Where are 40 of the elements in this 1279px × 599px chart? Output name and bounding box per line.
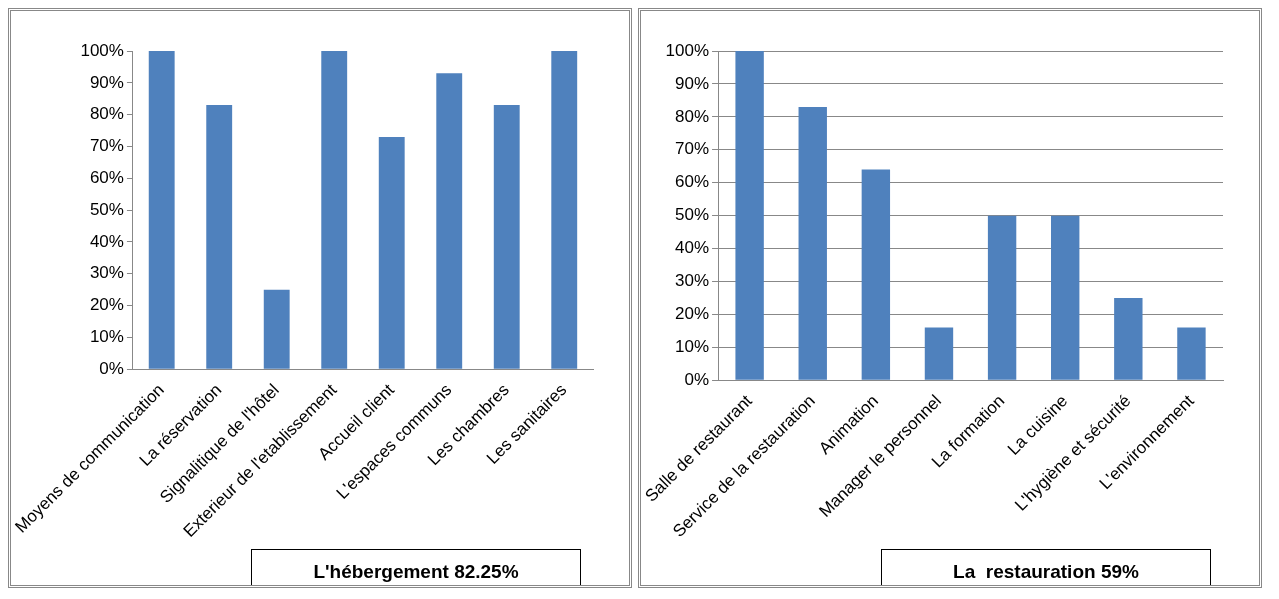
y-tick-label: 80% xyxy=(675,106,710,126)
bar xyxy=(551,51,578,369)
y-tick-label: 70% xyxy=(675,139,710,159)
y-tick-label: 30% xyxy=(675,271,710,291)
bar xyxy=(263,289,290,369)
bar xyxy=(378,136,405,369)
bar xyxy=(798,106,827,380)
y-tick-label: 100% xyxy=(80,40,124,60)
y-tick-label: 20% xyxy=(675,304,710,324)
bar xyxy=(436,73,463,369)
bar xyxy=(987,215,1017,380)
y-tick-label: 80% xyxy=(89,104,124,124)
bar xyxy=(1114,297,1143,380)
y-tick-label: 30% xyxy=(89,263,124,283)
y-tick-label: 50% xyxy=(675,205,710,225)
y-tick-label: 10% xyxy=(89,327,124,347)
y-tick-label: 20% xyxy=(89,295,124,315)
y-tick-label: 40% xyxy=(89,231,124,251)
y-tick-label: 90% xyxy=(89,72,124,92)
text: L'hébergement 82.25% xyxy=(251,549,581,585)
bar xyxy=(924,327,954,380)
y-tick-label: 0% xyxy=(99,358,124,378)
bar xyxy=(735,51,764,380)
y-tick-label: 100% xyxy=(665,40,710,60)
y-tick-label: 60% xyxy=(89,168,124,187)
y-tick-label: 50% xyxy=(89,199,124,219)
text: La restauration 59% xyxy=(881,549,1211,585)
bar xyxy=(1177,327,1206,380)
bar xyxy=(148,51,175,369)
y-tick-label: 10% xyxy=(675,337,710,357)
y-tick-label: 90% xyxy=(675,73,710,93)
y-tick-label: 60% xyxy=(675,172,710,192)
y-tick-label: 40% xyxy=(675,238,710,258)
bar xyxy=(1051,215,1080,380)
bar xyxy=(861,169,891,380)
y-tick-label: 0% xyxy=(684,369,710,389)
y-tick-label: 70% xyxy=(89,136,124,156)
bar xyxy=(493,105,520,369)
bar xyxy=(206,105,233,369)
bar xyxy=(321,51,348,369)
